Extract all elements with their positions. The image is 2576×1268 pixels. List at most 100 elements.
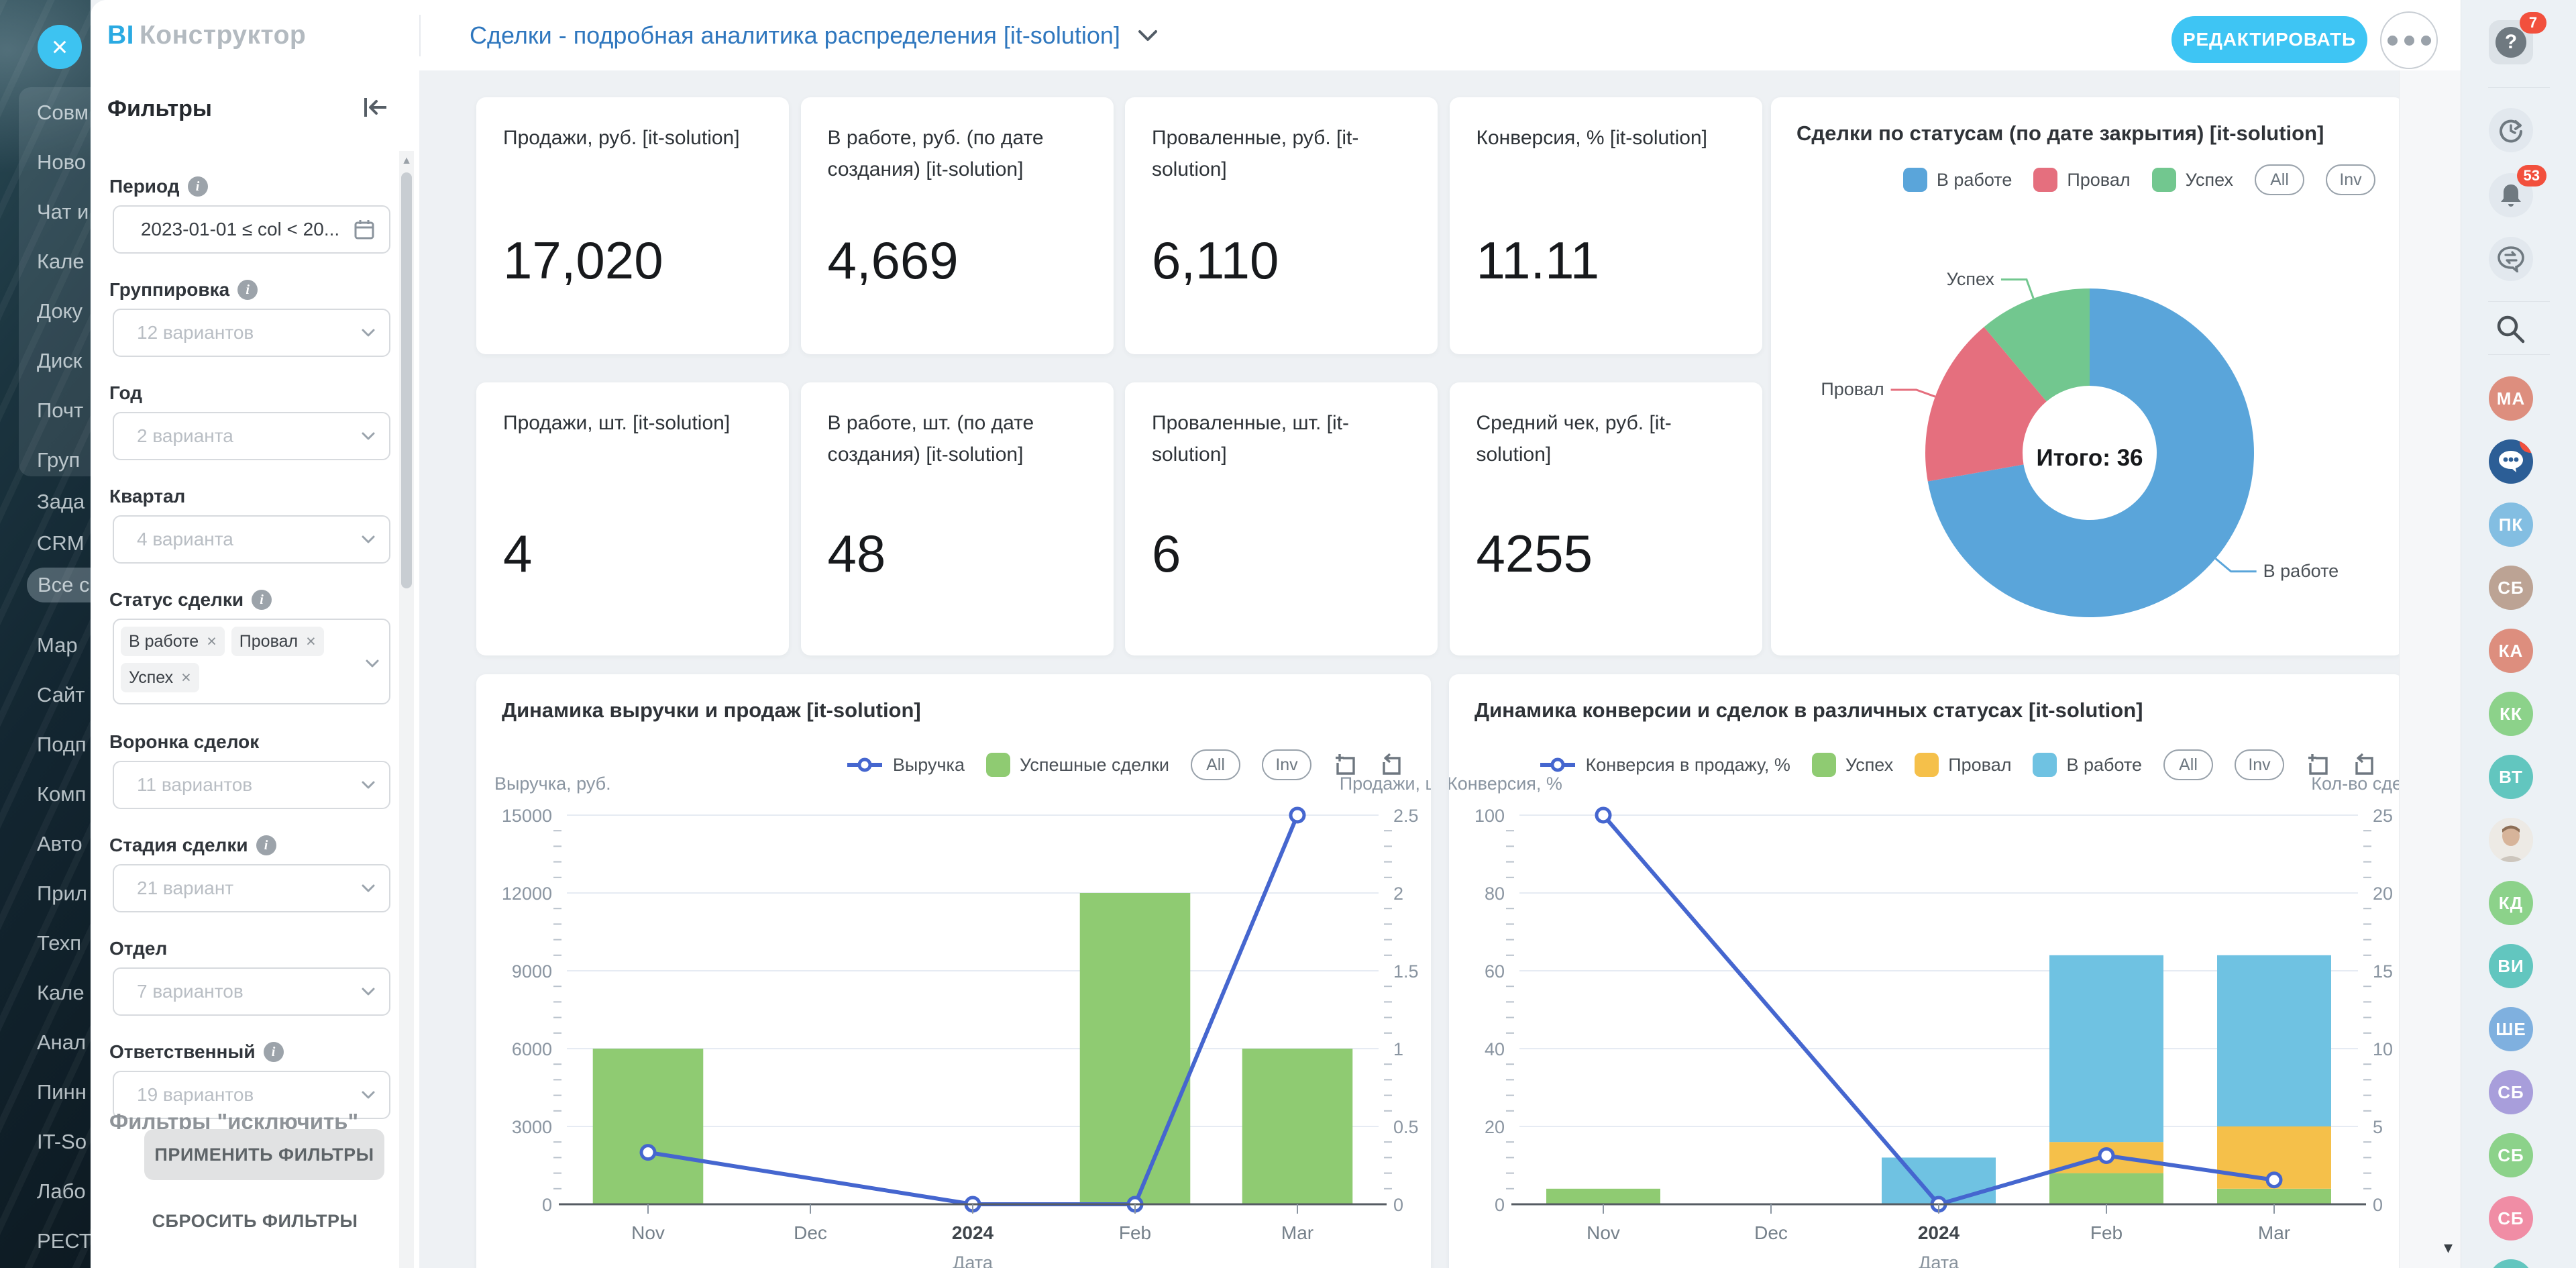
zoom-select-icon[interactable] [2306,753,2330,777]
legend-control-inv[interactable]: Inv [1262,749,1311,780]
status-donut-chart[interactable] [1771,97,2404,655]
legend-item-Успешные сделки[interactable]: Успешные сделки [985,753,1169,777]
filter-input-2[interactable]: 2 варианта [113,412,390,460]
filter-input-3[interactable]: 4 варианта [113,515,390,564]
remove-tag-icon[interactable]: × [181,668,191,687]
bitrix-menu-item[interactable]: Лабо [37,1179,86,1203]
user-avatar-сб[interactable]: СБ [2489,566,2533,610]
user-avatar-ма[interactable]: МА [2489,376,2533,421]
bitrix-menu-item[interactable]: IT-So [37,1130,87,1153]
bitrix-menu-item[interactable]: Техп [37,931,82,955]
svg-text:Выручка, руб.: Выручка, руб. [494,774,611,794]
bitrix-menu-item[interactable]: Прил [37,882,87,905]
time-history-button[interactable] [2489,108,2533,152]
svg-text:20: 20 [2373,884,2393,904]
chat-avatar[interactable]: 2 [2489,439,2533,484]
filter-input-7[interactable]: 7 вариантов [113,967,390,1016]
apply-filters-button[interactable]: ПРИМЕНИТЬ ФИЛЬТРЫ [144,1129,384,1180]
legend-item-Провал[interactable]: Провал [2033,168,2131,192]
filter-input-8[interactable]: 19 вариантов [113,1071,390,1119]
chat-exchange-button[interactable] [2489,237,2533,281]
user-avatar-ка[interactable]: КА [2489,629,2533,673]
close-slider-button[interactable]: × [38,25,82,69]
legend-item-В работе[interactable]: В работе [2033,753,2142,777]
bitrix-menu-item[interactable]: Подп [37,733,87,756]
restore-zoom-icon[interactable] [2351,753,2375,777]
user-avatar-кд[interactable]: КД [2489,881,2533,925]
filter-placeholder: 4 варианта [137,529,233,549]
legend-control-inv[interactable]: Inv [2326,164,2375,195]
more-menu-button[interactable] [2380,11,2438,69]
legend-item-Провал[interactable]: Провал [1915,753,2011,777]
svg-text:Кол-во сделок: Кол-во сделок [2311,774,2404,794]
filter-input-5[interactable]: 11 вариантов [113,761,390,809]
filter-input-0[interactable]: 2023-01-01 ≤ col < 20... [113,205,390,254]
scroll-up-arrow[interactable]: ▲ [401,155,412,166]
user-avatar-сб[interactable]: СБ [2489,1259,2533,1268]
filter-placeholder: 21 вариант [137,878,234,898]
bitrix-menu-item[interactable]: Ново [37,150,86,174]
legend-item-Конверсия в продажу, %[interactable]: Конверсия в продажу, % [1539,755,1790,776]
legend-control-inv[interactable]: Inv [2235,749,2284,780]
legend-item-В работе[interactable]: В работе [1902,168,2012,192]
user-avatar-сб[interactable]: СБ [2489,1070,2533,1114]
edit-button[interactable]: РЕДАКТИРОВАТЬ [2171,16,2367,63]
scroll-down-arrow[interactable]: ▾ [2443,1237,2453,1257]
bitrix-menu-item[interactable]: Зада [37,490,85,513]
bitrix-menu-item[interactable]: Авто [37,832,83,855]
bitrix-menu-item[interactable]: Мар [37,633,78,657]
dashboard-title-dropdown[interactable]: Сделки - подробная аналитика распределен… [470,0,1158,70]
user-avatar-ше[interactable]: ШЕ [2489,1007,2533,1051]
bitrix-menu-item[interactable]: Анал [37,1031,87,1054]
remove-tag-icon[interactable]: × [207,631,217,651]
bitrix-menu-item[interactable]: Доку [37,299,83,323]
user-avatar-вт[interactable]: ВТ [2489,755,2533,799]
collapse-panel-icon[interactable] [362,96,389,122]
legend-item-Выручка[interactable]: Выручка [846,755,965,776]
legend-control-all[interactable]: All [2255,164,2304,195]
user-avatar-сб[interactable]: СБ [2489,1133,2533,1177]
legend-control-all[interactable]: All [1191,749,1240,780]
bitrix-menu-item[interactable]: CRM [37,531,85,555]
user-avatar-пк[interactable]: ПК [2489,503,2533,547]
notifications-button[interactable]: 53 [2489,165,2546,217]
legend-item-Успех[interactable]: Успех [1811,753,1893,777]
search-button[interactable] [2489,307,2533,352]
logo-name: Конструктор [140,20,307,50]
filter-input-6[interactable]: 21 вариант [113,864,390,912]
bitrix-menu-item[interactable]: Пинн [37,1080,87,1104]
bitrix-menu-item[interactable]: Все с [27,568,91,602]
filters-scrollbar-thumb[interactable] [401,172,412,588]
filter-placeholder: 2 варианта [137,425,233,446]
help-button[interactable]: ? 7 [2489,12,2546,64]
restore-zoom-icon[interactable] [1379,753,1403,777]
zoom-select-icon[interactable] [1333,753,1357,777]
bitrix-menu-item[interactable]: Диск [37,349,83,372]
bitrix-menu-item[interactable]: Почт [37,399,84,422]
legend-item-Успех[interactable]: Успех [2151,168,2233,192]
bitrix-menu-item[interactable]: Кале [37,981,85,1004]
bitrix-menu-item[interactable]: Кале [37,250,85,273]
bitrix-menu-item[interactable]: РЕСТ [37,1229,91,1253]
reset-filters-button[interactable]: СБРОСИТЬ ФИЛЬТРЫ [91,1211,419,1232]
legend-control-all[interactable]: All [2163,749,2213,780]
bitrix-menu-item[interactable]: Груп [37,448,80,472]
bitrix-menu-item[interactable]: Совм [37,101,89,124]
kpi-title: Проваленные, шт. [it-solution] [1152,412,1349,466]
user-avatar-сб[interactable]: СБ [2489,1196,2533,1240]
bitrix-menu-item[interactable]: Сайт [37,683,85,706]
bitrix-menu-item[interactable]: Чат и [37,200,89,223]
svg-text:80: 80 [1485,884,1505,904]
remove-tag-icon[interactable]: × [306,631,316,651]
user-avatar-кк[interactable]: КК [2489,692,2533,736]
filters-scrollbar[interactable]: ▲ [399,151,414,1268]
conversion-chart-canvas[interactable]: 0 0 20 5 40 10 60 15 80 20 100 25 Конверсия, % Кол-во… [1449,674,2404,1268]
content-scroll-gutter[interactable]: ▾ [2399,70,2461,1268]
filter-input-1[interactable]: 12 вариантов [113,309,390,357]
revenue-chart-canvas[interactable]: 0 0 3000 0.5 6000 1 9000 1.5 12000 2 15000 2.5 Выруч… [476,674,1431,1268]
user-avatar-ви[interactable]: ВИ [2489,944,2533,988]
legend-label: Провал [2067,169,2131,190]
bitrix-menu-item[interactable]: Комп [37,782,87,806]
photo-avatar[interactable] [2489,818,2533,862]
filter-multiselect-4[interactable]: В работе × Провал × Успех × [113,619,390,704]
